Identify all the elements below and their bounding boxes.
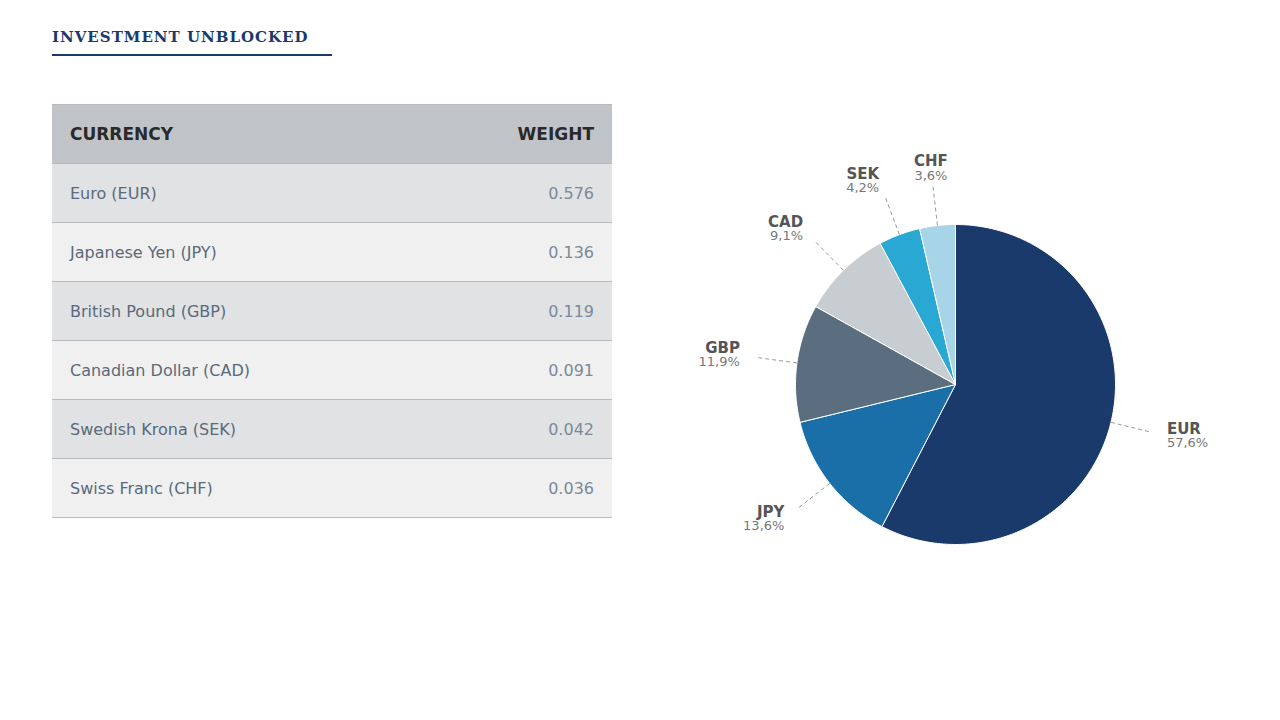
html-text:Japanese Yen (JPY): Japanese Yen (JPY) xyxy=(70,242,217,262)
html-text:0.119: 0.119 xyxy=(548,301,594,321)
html-text:0.576: 0.576 xyxy=(548,183,594,203)
html-text:0.091: 0.091 xyxy=(548,360,594,380)
html-text:0.136: 0.136 xyxy=(548,242,594,262)
html-text:CURRENCY: CURRENCY xyxy=(70,124,174,144)
html-text:0.036: 0.036 xyxy=(548,478,594,498)
svg-text:11,9%: 11,9% xyxy=(699,354,740,369)
svg-text:CHF: CHF xyxy=(914,152,948,171)
svg-text:9,1%: 9,1% xyxy=(770,228,803,243)
html-text:Swedish Krona (SEK): Swedish Krona (SEK) xyxy=(70,419,236,439)
svg-text:CAD: CAD xyxy=(768,213,804,232)
html-text:British Pound (GBP): British Pound (GBP) xyxy=(70,301,227,321)
html-text:Euro (EUR): Euro (EUR) xyxy=(70,183,157,203)
svg-text:13,6%: 13,6% xyxy=(743,518,784,533)
svg-text:EUR: EUR xyxy=(1166,420,1201,438)
svg-text:JPY: JPY xyxy=(757,502,785,521)
html-text:WEIGHT: WEIGHT xyxy=(517,124,594,144)
svg-text:57,6%: 57,6% xyxy=(1167,435,1208,450)
html-text:INVESTMENT UNBLOCKED: INVESTMENT UNBLOCKED xyxy=(52,28,309,46)
svg-text:SEK: SEK xyxy=(846,164,880,183)
svg-text:GBP: GBP xyxy=(705,339,740,358)
html-text:Swiss Franc (CHF): Swiss Franc (CHF) xyxy=(70,478,213,498)
html-text:0.042: 0.042 xyxy=(548,419,594,439)
svg-text:4,2%: 4,2% xyxy=(846,180,879,195)
html-text:Canadian Dollar (CAD): Canadian Dollar (CAD) xyxy=(70,360,250,380)
svg-text:3,6%: 3,6% xyxy=(914,168,947,183)
